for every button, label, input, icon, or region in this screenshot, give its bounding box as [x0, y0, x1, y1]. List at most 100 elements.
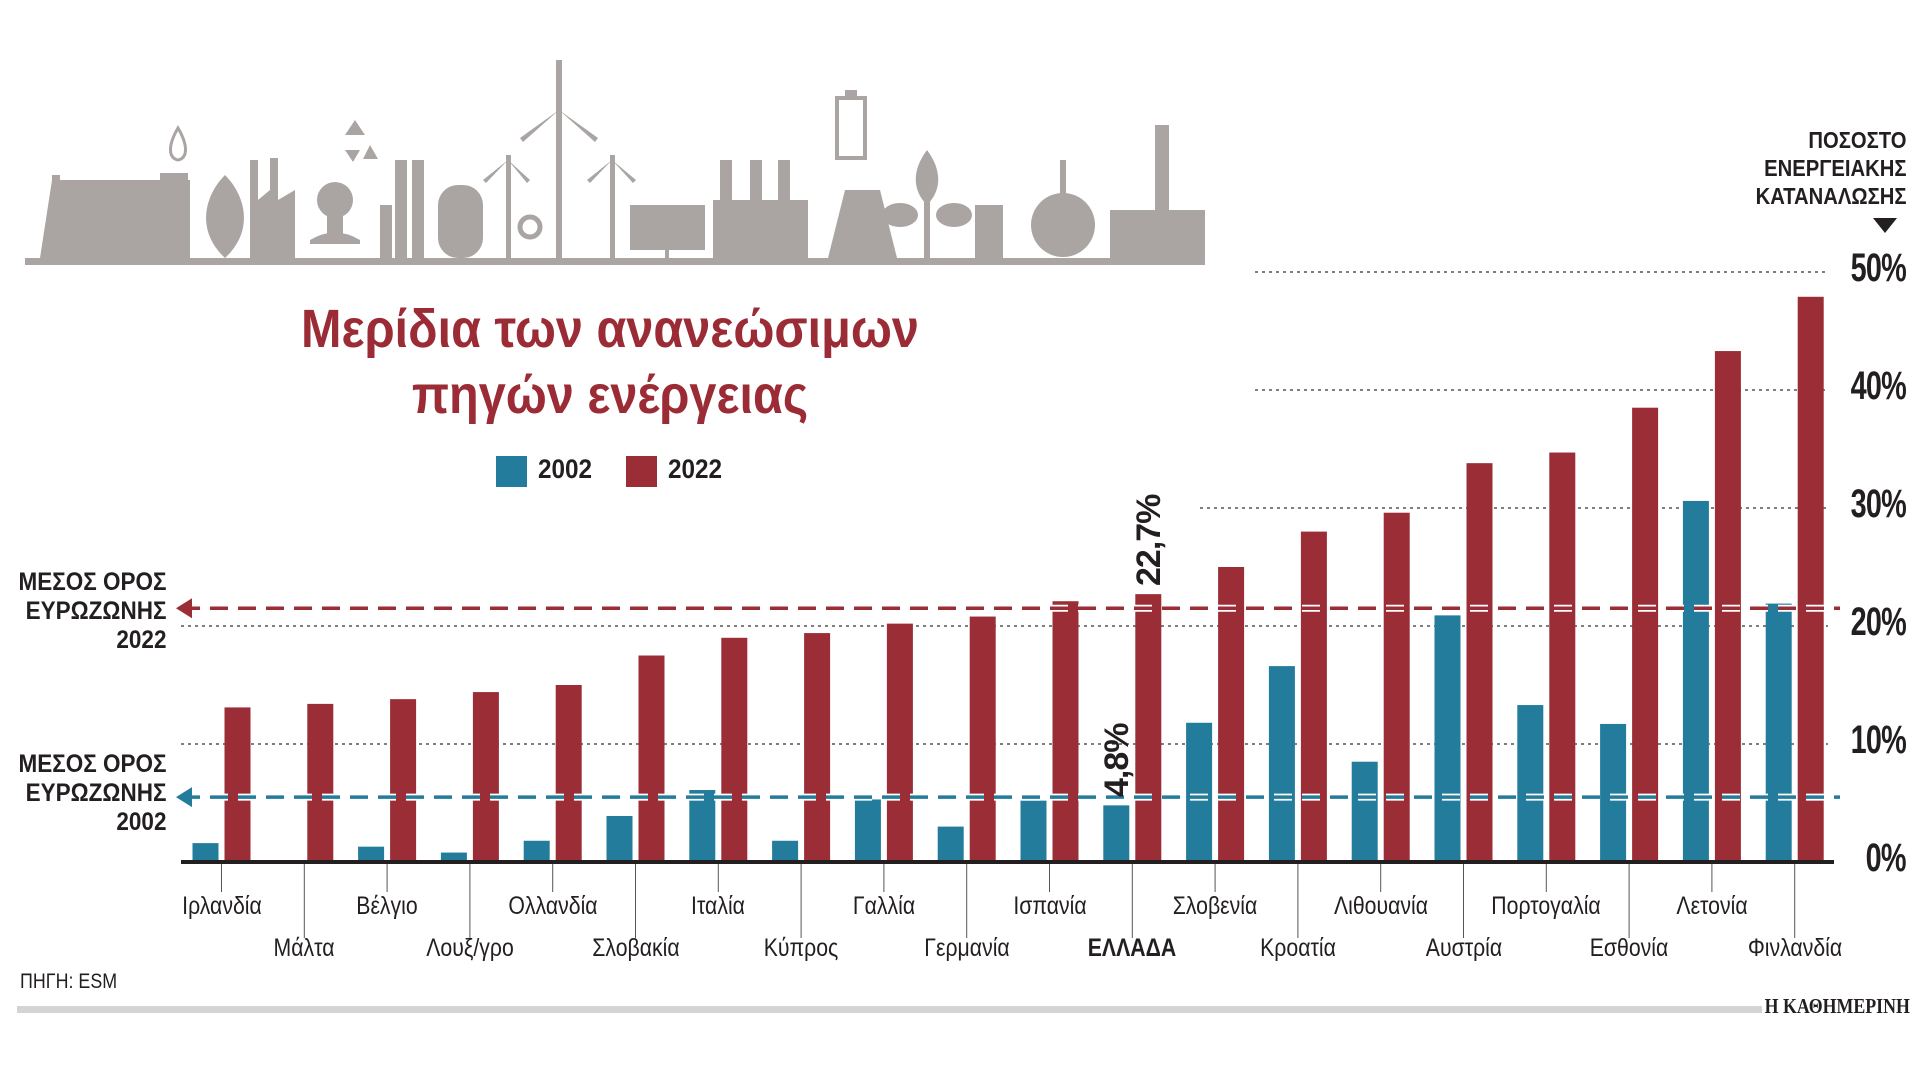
cooling-tower-icon [828, 190, 897, 258]
chart-title-line-1: Μερίδια των ανανεώσιμων [301, 299, 919, 359]
annotation-2022: 22,7% [1130, 494, 1169, 587]
x-tick-label: Γαλλία [852, 892, 916, 920]
bar-2002 [772, 840, 799, 862]
legend-swatch-2002 [496, 456, 527, 487]
bar-2022 [721, 637, 748, 862]
y-tick-label: 50% [1850, 246, 1907, 290]
x-tick-label: Σλοβενία [1172, 892, 1258, 920]
x-tick-label: Κροατία [1259, 934, 1336, 962]
x-tick-label: Μάλτα [273, 934, 335, 962]
bar-2002 [1765, 603, 1792, 862]
avg-label-line: ΕΥΡΩΖΩΝΗΣ [25, 779, 166, 807]
lightbulb-icon [310, 182, 360, 244]
bar-2022 [307, 703, 334, 862]
x-tick-label: Φινλανδία [1747, 934, 1842, 962]
bar-2002 [358, 846, 385, 862]
bar-2022 [472, 692, 499, 862]
avg-label-line: ΜΕΣΟΣ ΟΡΟΣ [17, 568, 166, 596]
bar-2002 [854, 799, 881, 862]
factory-icon [250, 158, 295, 258]
chimney-factory-icon [1110, 125, 1205, 258]
bar-2002 [523, 840, 550, 862]
refinery-icon [380, 160, 483, 258]
bar-2022 [804, 633, 831, 862]
x-tick-label: Αυστρία [1425, 934, 1502, 962]
chart-title-line-2: πηγών ενέργειας [411, 365, 809, 425]
avg-2002-label: ΜΕΣΟΣ ΟΡΟΣ ΕΥΡΩΖΩΝΗΣ 2002 [18, 750, 166, 837]
arrow-left-icon [176, 787, 192, 808]
y-axis-title: ΠΟΣΟΣΤΟ ΕΝΕΡΓΕΙΑΚΗΣ ΚΑΤΑΝΑΛΩΣΗΣ [1755, 126, 1906, 210]
gear-icon [517, 214, 543, 240]
bar-2022 [224, 707, 251, 862]
y-tick-label: 0% [1865, 836, 1907, 880]
source-note: ΠΗΓΗ: ESM [20, 970, 118, 993]
water-energy-icon [169, 125, 187, 162]
bar-2002 [1517, 705, 1544, 862]
x-tick-label: Ιρλανδία [181, 892, 262, 920]
legend-label-2022: 2022 [668, 454, 723, 484]
bar-2002 [1600, 723, 1627, 862]
y-axis-title-line: ΚΑΤΑΝΑΛΩΣΗΣ [1755, 183, 1906, 209]
x-tick-label: Ισπανία [1012, 892, 1087, 920]
y-tick-label: 10% [1850, 718, 1907, 762]
bar-2002 [1186, 722, 1213, 862]
x-tick-label: Σλοβακία [591, 934, 680, 962]
x-tick-label: Ιταλία [691, 892, 746, 920]
arrow-left-icon [176, 598, 192, 619]
bar-2022 [886, 623, 913, 862]
x-tick-label: Εσθονία [1589, 934, 1669, 962]
x-tick-label: Ολλανδία [508, 892, 598, 920]
annotation-2002: 4,8% [1098, 723, 1137, 798]
bar-2002 [606, 815, 633, 862]
x-tick-label: Βέλγιο [356, 892, 418, 920]
bar-2002 [192, 843, 219, 862]
chart-title: Μερίδια των ανανεώσιμων πηγών ενέργειας [232, 296, 988, 428]
x-tick-label: Κύπρος [763, 934, 839, 962]
bar-2002 [1434, 615, 1461, 862]
legend-swatch-2022 [626, 456, 657, 487]
leaf-icon [206, 175, 244, 258]
publisher-logo: Η ΚΑΘΗΜΕΡΙΝΗ [1764, 994, 1910, 1018]
bar-2022 [1135, 594, 1162, 862]
bar-2022 [1797, 296, 1824, 862]
avg-label-line: ΕΥΡΩΖΩΝΗΣ [25, 597, 166, 625]
bar-2022 [1466, 463, 1493, 862]
y-tick-label: 30% [1850, 482, 1907, 526]
bio-plant-icon [713, 160, 808, 258]
bar-2002 [1020, 800, 1047, 862]
bar-2022 [390, 699, 417, 862]
x-tick-label: Λιθουανία [1333, 892, 1428, 920]
x-tick-label: Γερμανία [923, 934, 1010, 962]
bar-2022 [1300, 531, 1327, 862]
y-axis-title-line: ΠΟΣΟΣΤΟ [1807, 127, 1906, 153]
recycle-icon [345, 120, 378, 162]
bar-2002 [1351, 761, 1378, 862]
bar-2022 [555, 685, 582, 862]
bar-2022 [1383, 512, 1410, 862]
wind-turbine-icon [483, 60, 636, 258]
x-tick-label: ΕΛΛΑΔΑ [1088, 934, 1177, 962]
bar-2002 [937, 826, 964, 862]
bar-2002 [1103, 805, 1130, 862]
bar-2022 [1218, 567, 1245, 862]
avg-label-line: ΜΕΣΟΣ ΟΡΟΣ [17, 750, 166, 778]
battery-icon [835, 90, 867, 160]
y-axis-title-line: ΕΝΕΡΓΕΙΑΚΗΣ [1763, 155, 1906, 181]
avg-label-line: 2022 [115, 626, 166, 654]
bar-2002 [1682, 500, 1709, 862]
y-tick-label: 20% [1850, 600, 1907, 644]
renewable-energy-skyline-illustration [25, 60, 1205, 265]
biofuel-pump-icon [975, 205, 1003, 258]
bar-2022 [1632, 407, 1659, 862]
bar-2002 [1268, 666, 1295, 862]
x-tick-label: Πορτογαλία [1491, 892, 1602, 920]
down-triangle-icon [1873, 218, 1897, 233]
bar-2022 [1052, 601, 1079, 862]
legend-label-2002: 2002 [538, 454, 593, 484]
x-tick-label: Λουξ/γρο [426, 934, 514, 962]
plant-icon [882, 150, 972, 258]
bar-2002 [689, 790, 716, 862]
y-tick-label: 40% [1850, 364, 1907, 408]
bar-2002 [440, 852, 467, 862]
